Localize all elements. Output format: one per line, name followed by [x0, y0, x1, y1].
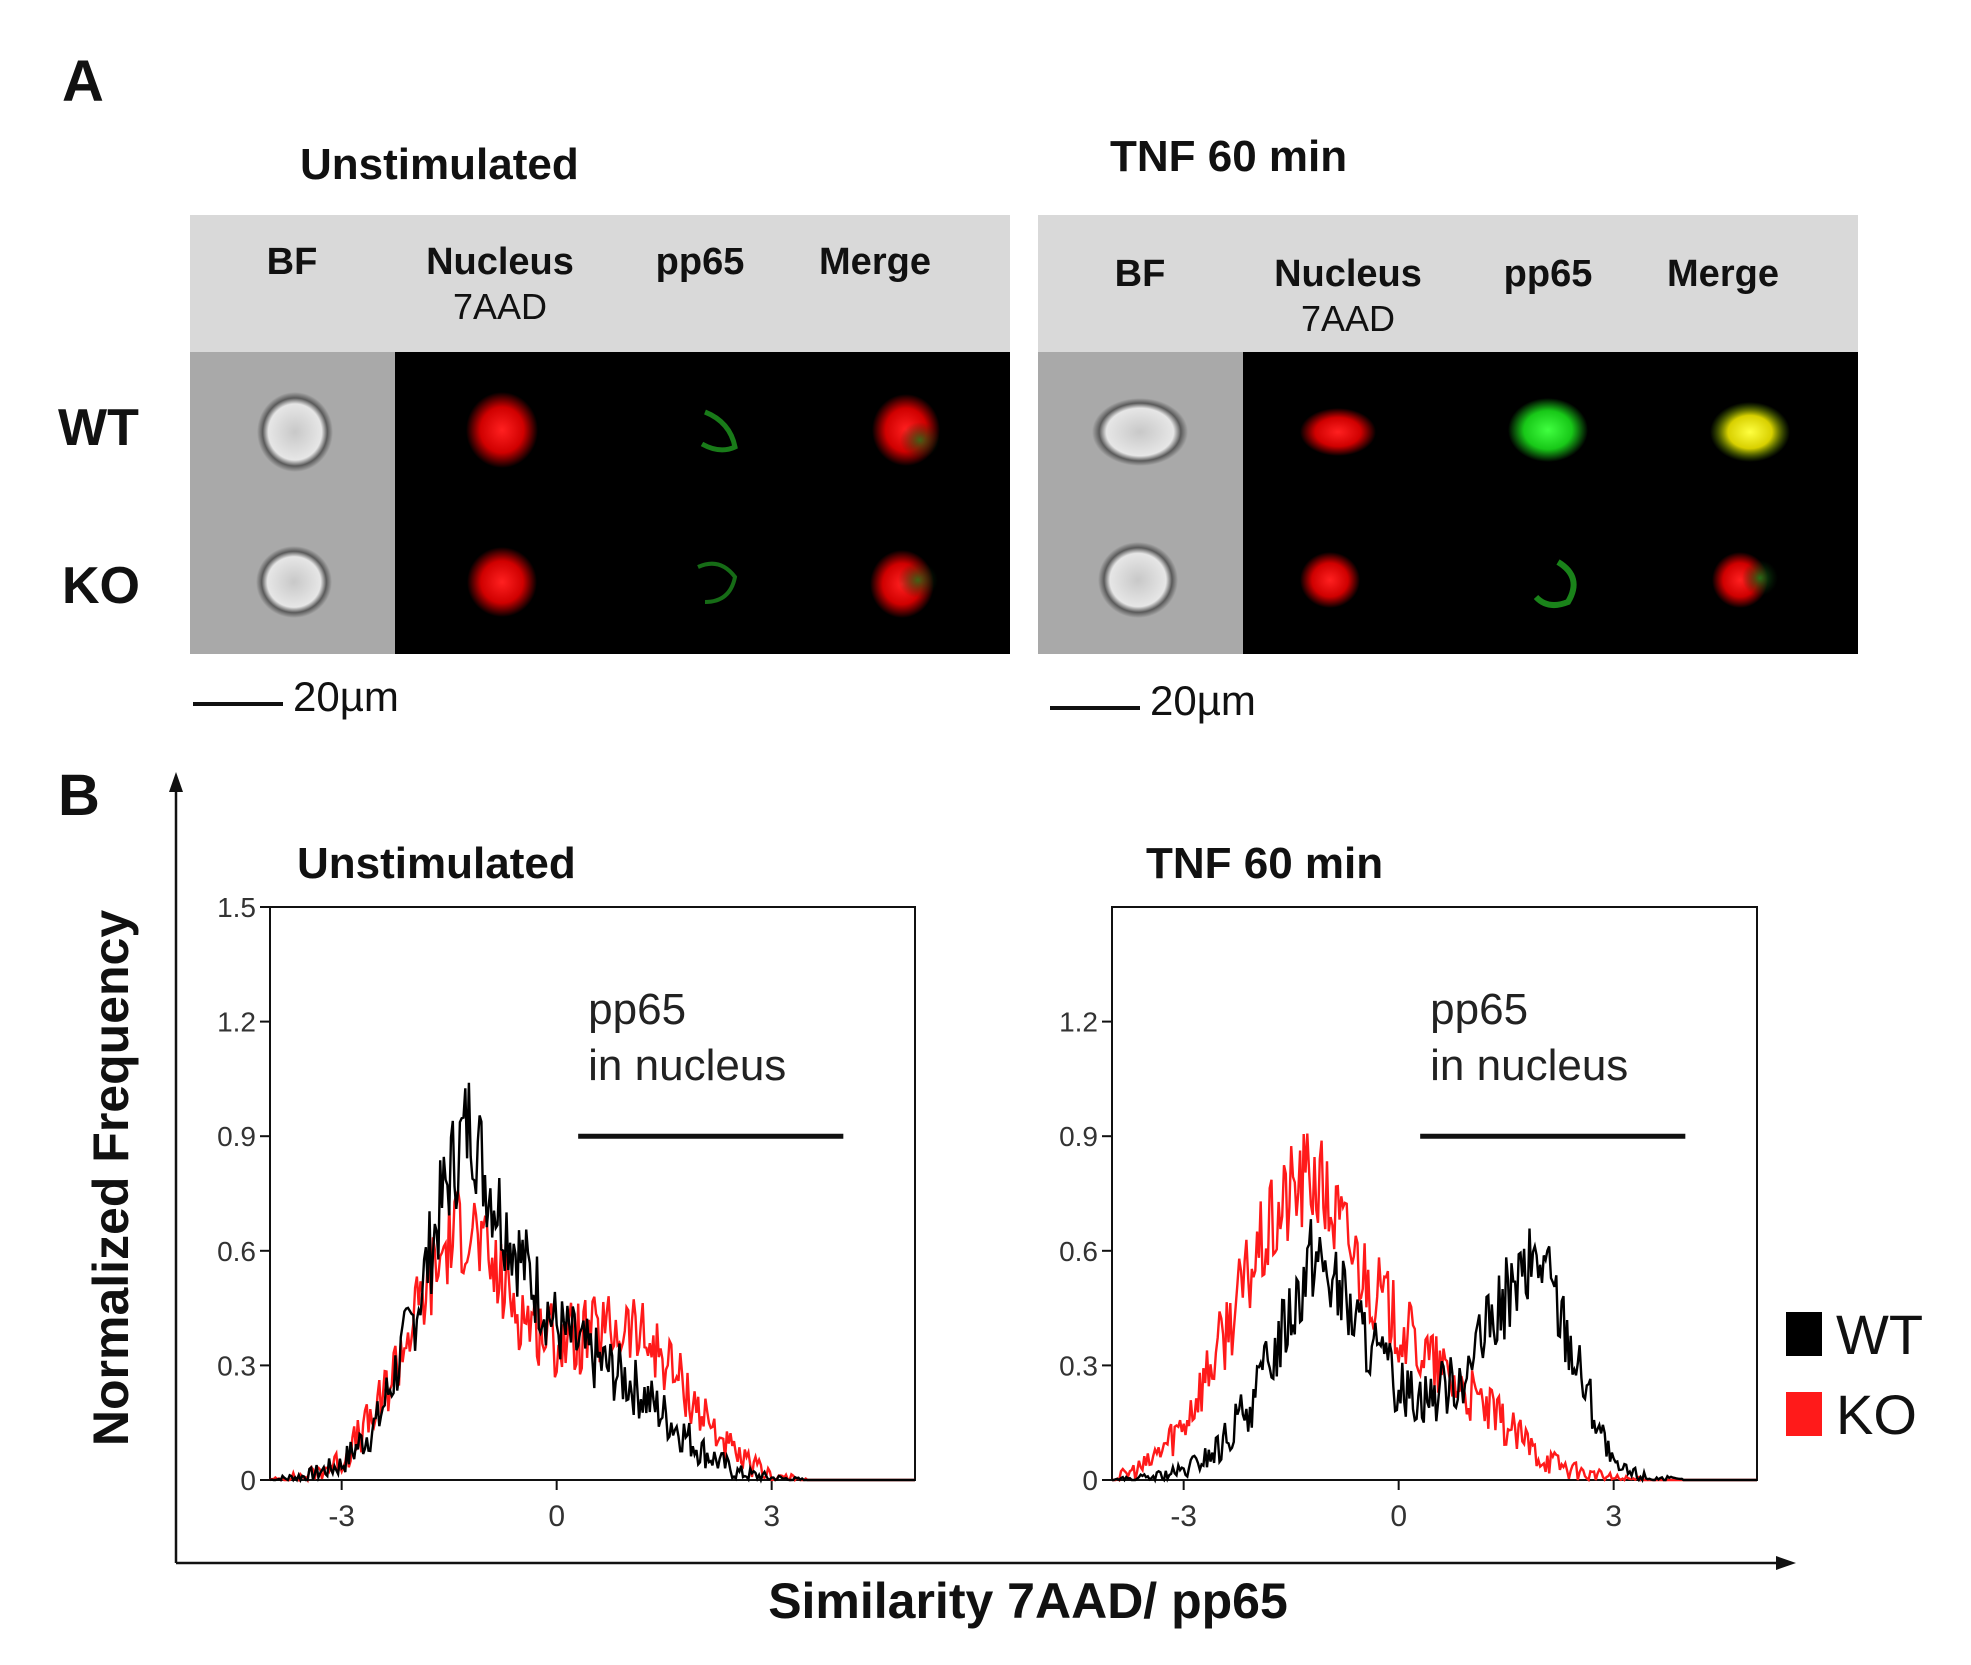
scale-bar-right: [1050, 706, 1140, 710]
bf-cell-ko: [256, 546, 332, 618]
y-tick-label: 1.2: [1059, 1007, 1098, 1038]
pp65-cell-wt: [1508, 398, 1588, 462]
col-bf: BF: [266, 241, 318, 283]
nucleus-cell-ko: [467, 547, 537, 617]
merge-green-wt: [900, 422, 940, 458]
y-tick-label: 0: [240, 1465, 256, 1496]
histogram-unstimulated: 0 0.3 0.6 0.9 1.2 1.5 -3 0 3 pp65 in nucleus: [217, 892, 916, 1533]
y-tick-label: 0.6: [217, 1236, 256, 1267]
legend-label-ko: KO: [1836, 1383, 1917, 1446]
col-nucleus-sub: 7AAD: [1300, 298, 1396, 339]
y-tick-label: 1.5: [217, 892, 256, 923]
outer-x-arrow: [1776, 1556, 1796, 1570]
x-tick-label: 0: [548, 1500, 565, 1533]
x-tick-label: 3: [1605, 1500, 1622, 1533]
bf-cell-wt: [257, 392, 333, 472]
scale-bar-left: [193, 702, 283, 706]
col-pp65: pp65: [1503, 253, 1593, 295]
col-nucleus-sub: 7AAD: [452, 286, 548, 327]
cell-images-tnf: [1092, 398, 1790, 618]
y-tick-label: 0.9: [1059, 1121, 1098, 1152]
chart-title-tnf: TNF 60 min: [1146, 839, 1383, 888]
cell-images-unstimulated: [256, 392, 940, 618]
scale-bar-label-right: 20µm: [1150, 677, 1256, 724]
nucleus-cell-ko: [1300, 552, 1360, 608]
series-line-wt: [269, 1082, 915, 1484]
nucleus-cell-wt: [1300, 408, 1376, 456]
merge-green-ko: [1742, 560, 1778, 596]
y-tick-label: 1.2: [217, 1007, 256, 1038]
x-tick-label: 3: [763, 1500, 780, 1533]
y-tick-label: 0.3: [1059, 1350, 1098, 1381]
series-line-ko: [269, 1186, 915, 1484]
bf-cell-wt: [1092, 398, 1188, 466]
series-line-wt: [1112, 1219, 1757, 1484]
annotation-text-line2: in nucleus: [1430, 1041, 1628, 1090]
x-tick-label: -3: [1170, 1500, 1197, 1533]
col-nucleus: Nucleus 7AAD: [1243, 255, 1453, 337]
condition-title-unstimulated: Unstimulated: [300, 140, 579, 189]
histogram-tnf: 0 0.3 0.6 0.9 1.2 -3 0 3 pp65 in nucleus: [1059, 906, 1758, 1533]
col-merge: Merge: [1667, 253, 1779, 295]
x-tick-label: 0: [1390, 1500, 1407, 1533]
pp65-cell-wt: [700, 409, 738, 453]
condition-title-tnf: TNF 60 min: [1110, 132, 1348, 181]
col-nucleus-label: Nucleus: [1274, 253, 1422, 295]
scale-bar-label-left: 20µm: [293, 673, 399, 720]
outer-y-arrow: [169, 772, 183, 792]
image-grid-unstimulated: [190, 352, 1010, 654]
series-line-ko: [1112, 1133, 1757, 1483]
x-axis-label: Similarity 7AAD/ pp65: [768, 1573, 1288, 1629]
image-grid-tnf: [1038, 352, 1858, 654]
bf-cell-ko: [1098, 542, 1178, 618]
y-tick-label: 0.9: [217, 1121, 256, 1152]
col-pp65: pp65: [655, 241, 745, 283]
column-header-right: BF Nucleus 7AAD pp65 Merge: [1038, 215, 1858, 352]
chart-title-unstimulated: Unstimulated: [297, 839, 576, 888]
annotation-text-line1: pp65: [588, 985, 686, 1034]
pp65-cell-ko: [697, 561, 738, 604]
merge-green-ko: [898, 562, 938, 598]
col-merge: Merge: [819, 241, 931, 283]
y-tick-label: 0: [1082, 1465, 1098, 1496]
pp65-cell-ko: [1533, 559, 1577, 609]
panel-a-label: A: [62, 49, 104, 114]
nucleus-cell-wt: [466, 392, 538, 468]
legend-swatch-wt: [1786, 1312, 1822, 1356]
y-axis-label: Normalized Frequency: [83, 910, 139, 1446]
annotation-text-line2: in nucleus: [588, 1041, 786, 1090]
merge-cell-wt: [1710, 402, 1790, 462]
plot-frame: [269, 906, 916, 1481]
legend-swatch-ko: [1786, 1392, 1822, 1436]
x-tick-label: -3: [328, 1500, 355, 1533]
panel-b-label: B: [58, 763, 100, 828]
legend-label-wt: WT: [1836, 1303, 1923, 1366]
y-tick-label: 0.3: [217, 1350, 256, 1381]
row-label-wt: WT: [58, 399, 139, 457]
col-bf: BF: [1114, 253, 1166, 295]
annotation-text-line1: pp65: [1430, 985, 1528, 1034]
col-nucleus-label: Nucleus: [426, 241, 574, 283]
row-label-ko: KO: [62, 557, 140, 615]
column-header-left: BF Nucleus 7AAD pp65 Merge: [190, 215, 1010, 352]
col-nucleus: Nucleus 7AAD: [395, 243, 605, 325]
y-tick-label: 0.6: [1059, 1236, 1098, 1267]
plot-frame: [1111, 906, 1758, 1481]
